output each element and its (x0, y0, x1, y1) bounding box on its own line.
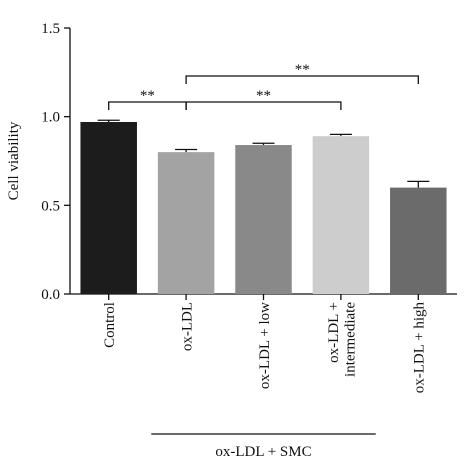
significance-bracket (185, 101, 342, 110)
bar (312, 136, 370, 294)
x-tick-label: ox-LDL + high (412, 302, 428, 394)
bar (157, 152, 215, 294)
significance-label: ** (256, 88, 271, 104)
bar (80, 121, 137, 294)
significance-bracket (185, 75, 419, 84)
significance-label: ** (295, 62, 310, 78)
y-tick-label: 0.5 (41, 198, 60, 214)
y-tick-label: 1.5 (41, 21, 60, 37)
y-tick-label: 1.0 (41, 110, 60, 126)
x-tick-label: ox-LDL (179, 302, 195, 351)
x-tick-label: Control (102, 302, 118, 348)
y-tick-label: 0.0 (41, 287, 60, 303)
significance-label: ** (140, 88, 155, 104)
bar (235, 145, 292, 294)
x-tick-label: ox-LDL + low (257, 302, 273, 389)
bar (390, 187, 447, 294)
y-axis-label: Cell viability (6, 121, 22, 200)
x-tick-label: ox-LDL +intermediate (326, 302, 359, 377)
group-label: ox-LDL + SMC (215, 444, 311, 460)
